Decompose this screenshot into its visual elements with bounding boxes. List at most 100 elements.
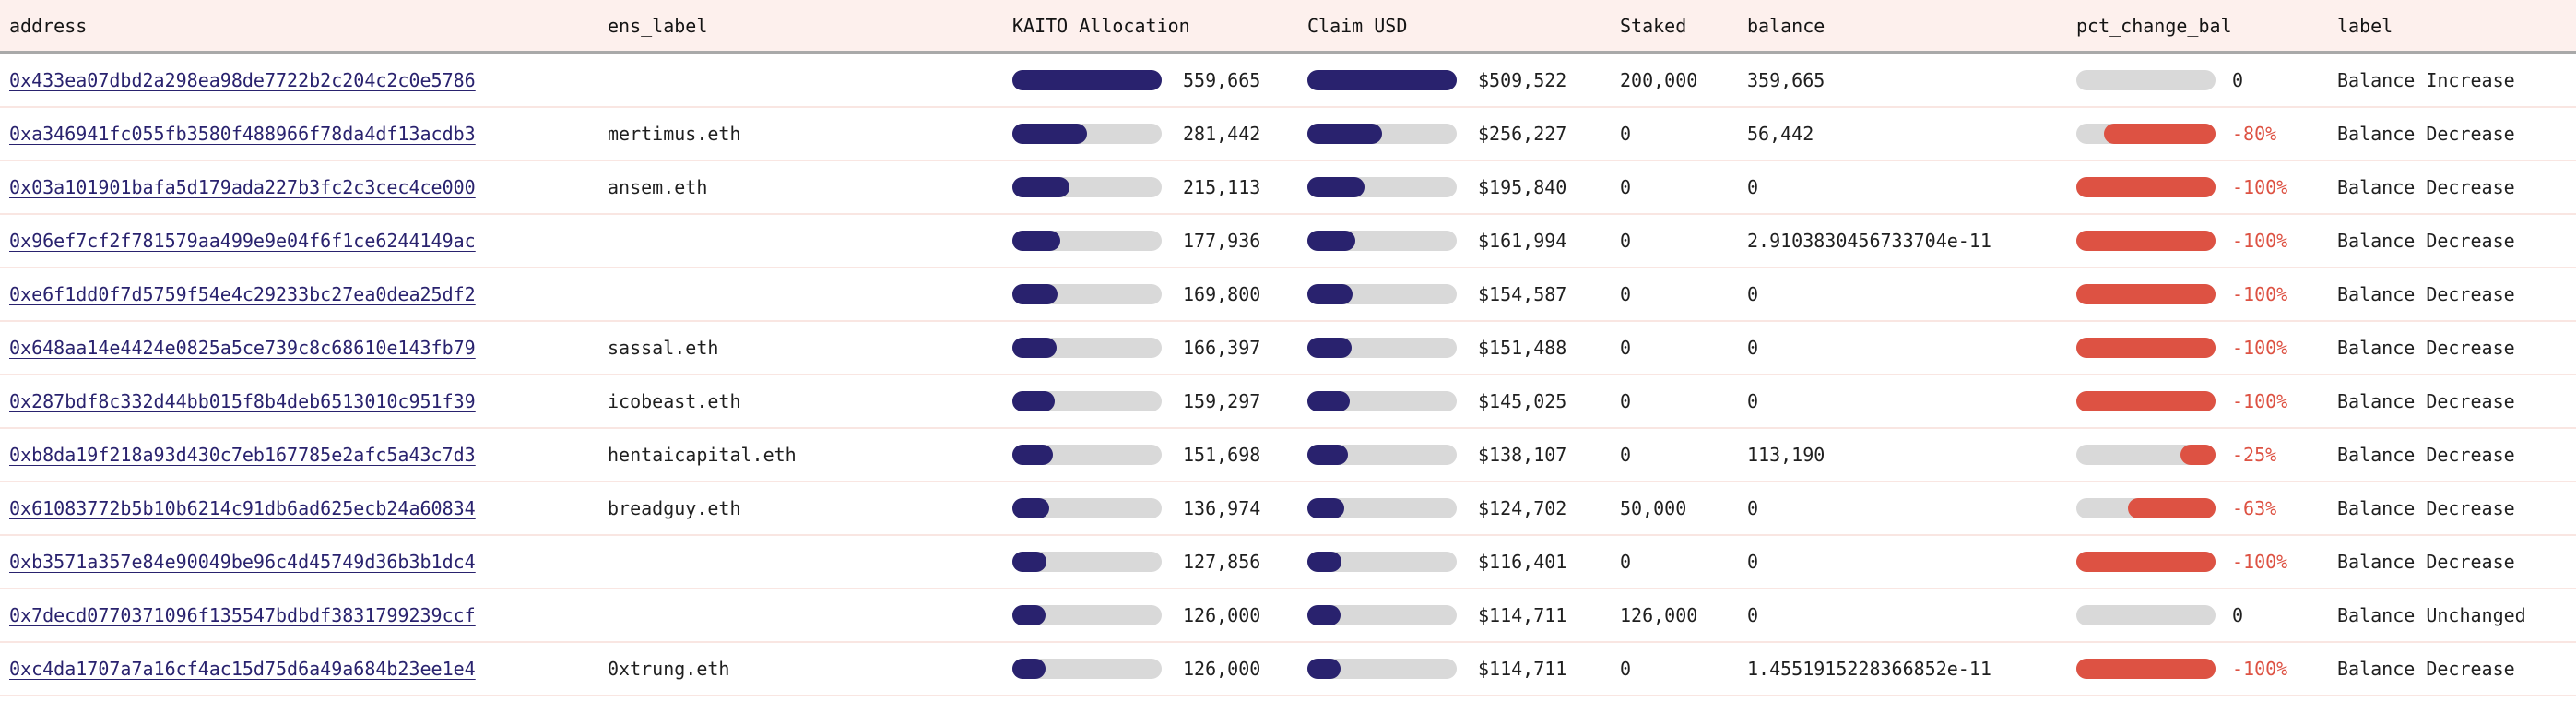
- kaito-allocation-value: 151,698: [1183, 444, 1261, 466]
- kaito-allocation-bar-track: [1012, 70, 1162, 90]
- claim-usd-bar-fill: [1307, 231, 1355, 251]
- kaito-allocation-bar-fill: [1012, 605, 1046, 625]
- claim-usd-value: $256,227: [1478, 123, 1567, 145]
- column-header-ens-label: ens_label: [608, 14, 708, 37]
- address-link[interactable]: 0xb3571a357e84e90049be96c4d45749d36b3b1d…: [9, 551, 476, 573]
- table-header-row: address ens_label KAITO Allocation Claim…: [0, 0, 2576, 54]
- address-link[interactable]: 0xb8da19f218a93d430c7eb167785e2afc5a43c7…: [9, 444, 476, 466]
- pct-change-value: -100%: [2232, 551, 2288, 573]
- claim-usd-value: $124,702: [1478, 497, 1567, 519]
- balance-value: 0: [1747, 551, 1759, 573]
- address-cell: 0x7decd0770371096f135547bdbdf3831799239c…: [0, 604, 598, 626]
- column-header-claim-usd: Claim USD: [1307, 14, 1408, 37]
- claim-usd-bar-fill: [1307, 70, 1457, 90]
- claim-usd-bar: $114,711: [1298, 658, 1611, 680]
- row-label: Balance Decrease: [2337, 123, 2515, 145]
- pct-change-bar-fill: [2076, 338, 2216, 358]
- address-link[interactable]: 0xe6f1dd0f7d5759f54e4c29233bc27ea0dea25d…: [9, 283, 476, 305]
- kaito-allocation-bar-fill: [1012, 391, 1056, 411]
- pct-change-bar-fill: [2076, 284, 2216, 304]
- kaito-allocation-bar-track: [1012, 445, 1162, 465]
- address-link[interactable]: 0x287bdf8c332d44bb015f8b4deb6513010c951f…: [9, 390, 476, 412]
- kaito-allocation-bar-track: [1012, 177, 1162, 197]
- balance-value: 113,190: [1747, 444, 1826, 466]
- claim-usd-bar: $145,025: [1298, 390, 1611, 412]
- kaito-allocation-bar: 177,936: [1003, 230, 1298, 252]
- balance-value: 359,665: [1747, 69, 1826, 91]
- balance-value: 1.4551915228366852e-11: [1747, 658, 1991, 680]
- claim-usd-bar-fill: [1307, 552, 1341, 572]
- kaito-allocation-bar-fill: [1012, 445, 1053, 465]
- kaito-allocation-bar-track: [1012, 659, 1162, 679]
- row-label: Balance Decrease: [2337, 497, 2515, 519]
- claim-usd-bar-track: [1307, 338, 1457, 358]
- pct-change-bar-track: [2076, 177, 2216, 197]
- claim-usd-value: $114,711: [1478, 658, 1567, 680]
- address-link[interactable]: 0x61083772b5b10b6214c91db6ad625ecb24a608…: [9, 497, 476, 519]
- row-label: Balance Decrease: [2337, 551, 2515, 573]
- claim-usd-bar: $151,488: [1298, 337, 1611, 359]
- claim-usd-bar: $154,587: [1298, 283, 1611, 305]
- kaito-allocation-bar-fill: [1012, 659, 1046, 679]
- address-cell: 0x433ea07dbd2a298ea98de7722b2c204c2c0e57…: [0, 69, 598, 91]
- pct-change-bar: 0: [2067, 69, 2328, 91]
- kaito-allocation-value: 166,397: [1183, 337, 1261, 359]
- pct-change-bar-fill: [2076, 177, 2216, 197]
- address-link[interactable]: 0x96ef7cf2f781579aa499e9e04f6f1ce6244149…: [9, 230, 476, 252]
- claim-usd-bar-track: [1307, 552, 1457, 572]
- column-header-label: label: [2337, 14, 2393, 37]
- table-row: 0x7decd0770371096f135547bdbdf3831799239c…: [0, 589, 2576, 643]
- address-link[interactable]: 0x7decd0770371096f135547bdbdf3831799239c…: [9, 604, 476, 626]
- kaito-allocation-value: 177,936: [1183, 230, 1261, 252]
- pct-change-value: -63%: [2232, 497, 2277, 519]
- claim-usd-value: $145,025: [1478, 390, 1567, 412]
- row-label: Balance Decrease: [2337, 337, 2515, 359]
- table-row: 0xe6f1dd0f7d5759f54e4c29233bc27ea0dea25d…: [0, 268, 2576, 322]
- table-row: 0x287bdf8c332d44bb015f8b4deb6513010c951f…: [0, 375, 2576, 429]
- pct-change-bar-track: [2076, 445, 2216, 465]
- ens-label: icobeast.eth: [608, 390, 741, 412]
- pct-change-value: -80%: [2232, 123, 2277, 145]
- kaito-allocation-bar: 169,800: [1003, 283, 1298, 305]
- pct-change-bar-fill: [2180, 445, 2216, 465]
- pct-change-bar-fill: [2104, 124, 2216, 144]
- row-label: Balance Decrease: [2337, 176, 2515, 198]
- kaito-allocation-bar: 166,397: [1003, 337, 1298, 359]
- claim-usd-bar: $124,702: [1298, 497, 1611, 519]
- kaito-allocation-bar-track: [1012, 552, 1162, 572]
- ens-label: sassal.eth: [608, 337, 719, 359]
- kaito-allocation-value: 136,974: [1183, 497, 1261, 519]
- kaito-allocation-value: 559,665: [1183, 69, 1261, 91]
- pct-change-bar-track: [2076, 124, 2216, 144]
- kaito-allocation-value: 127,856: [1183, 551, 1261, 573]
- pct-change-bar: -80%: [2067, 123, 2328, 145]
- row-label: Balance Increase: [2337, 69, 2515, 91]
- pct-change-bar: -100%: [2067, 230, 2328, 252]
- table-row: 0x648aa14e4424e0825a5ce739c8c68610e143fb…: [0, 322, 2576, 375]
- kaito-allocation-value: 169,800: [1183, 283, 1261, 305]
- ens-label: breadguy.eth: [608, 497, 741, 519]
- address-cell: 0xa346941fc055fb3580f488966f78da4df13acd…: [0, 123, 598, 145]
- ens-label: hentaicapital.eth: [608, 444, 797, 466]
- claim-usd-value: $114,711: [1478, 604, 1567, 626]
- kaito-allocation-bar-fill: [1012, 552, 1046, 572]
- pct-change-bar-track: [2076, 338, 2216, 358]
- claim-usd-bar-track: [1307, 605, 1457, 625]
- table-body: 0x433ea07dbd2a298ea98de7722b2c204c2c0e57…: [0, 54, 2576, 696]
- pct-change-bar: -100%: [2067, 390, 2328, 412]
- address-link[interactable]: 0x433ea07dbd2a298ea98de7722b2c204c2c0e57…: [9, 69, 476, 91]
- row-label: Balance Decrease: [2337, 658, 2515, 680]
- pct-change-value: 0: [2232, 69, 2244, 91]
- address-link[interactable]: 0x648aa14e4424e0825a5ce739c8c68610e143fb…: [9, 337, 476, 359]
- pct-change-bar: -100%: [2067, 337, 2328, 359]
- kaito-allocation-bar-track: [1012, 338, 1162, 358]
- address-link[interactable]: 0xa346941fc055fb3580f488966f78da4df13acd…: [9, 123, 476, 145]
- address-link[interactable]: 0x03a101901bafa5d179ada227b3fc2c3cec4ce0…: [9, 176, 476, 198]
- pct-change-bar: -100%: [2067, 658, 2328, 680]
- row-label: Balance Decrease: [2337, 283, 2515, 305]
- claim-usd-bar-track: [1307, 498, 1457, 518]
- address-link[interactable]: 0xc4da1707a7a16cf4ac15d75d6a49a684b23ee1…: [9, 658, 476, 680]
- address-cell: 0x648aa14e4424e0825a5ce739c8c68610e143fb…: [0, 337, 598, 359]
- address-cell: 0xc4da1707a7a16cf4ac15d75d6a49a684b23ee1…: [0, 658, 598, 680]
